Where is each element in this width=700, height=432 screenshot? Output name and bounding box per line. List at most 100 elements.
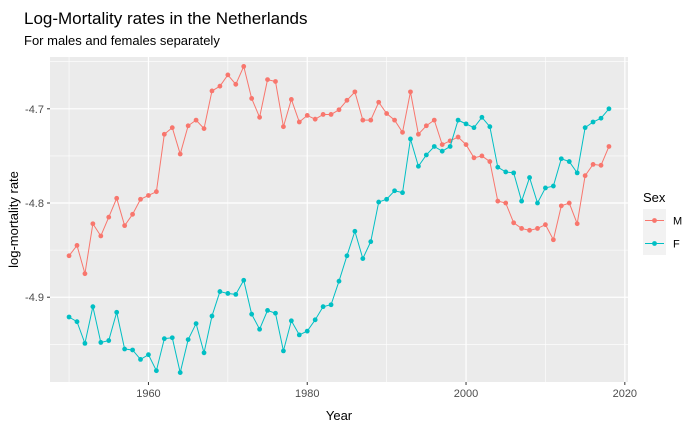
- data-point-M: [201, 126, 207, 131]
- data-point-M: [122, 223, 128, 229]
- data-point-M: [217, 83, 223, 89]
- data-point-M: [336, 107, 342, 113]
- data-point-M: [606, 144, 612, 149]
- data-point-M: [281, 124, 286, 130]
- data-point-F: [296, 332, 302, 338]
- data-point-F: [582, 125, 588, 131]
- data-point-F: [257, 326, 262, 332]
- data-point-M: [312, 116, 318, 122]
- data-point-F: [392, 188, 397, 194]
- data-point-M: [423, 123, 429, 129]
- data-point-F: [288, 318, 294, 324]
- data-point-F: [344, 253, 350, 259]
- data-point-M: [416, 131, 421, 137]
- data-point-F: [328, 302, 334, 308]
- data-point-M: [130, 211, 135, 217]
- data-point-M: [320, 112, 326, 117]
- data-point-M: [257, 114, 262, 120]
- plot-panel: [50, 57, 628, 382]
- data-point-M: [495, 198, 501, 204]
- data-point-M: [431, 117, 437, 123]
- data-point-M: [582, 173, 588, 179]
- data-point-M: [574, 221, 580, 227]
- data-point-F: [574, 170, 580, 176]
- data-point-M: [304, 113, 310, 118]
- data-point-M: [114, 195, 120, 201]
- data-point-M: [265, 77, 270, 83]
- data-point-F: [146, 352, 151, 358]
- data-point-M: [408, 89, 413, 95]
- data-point-F: [233, 291, 239, 297]
- data-point-F: [439, 148, 445, 154]
- data-point-M: [161, 131, 167, 137]
- data-point-F: [90, 304, 96, 310]
- data-point-F: [201, 350, 207, 356]
- data-point-F: [495, 164, 501, 170]
- data-point-M: [169, 125, 175, 131]
- data-point-M: [439, 142, 445, 148]
- data-point-M: [153, 189, 159, 195]
- data-point-F: [114, 309, 120, 315]
- legend-label-F: F: [673, 239, 680, 251]
- data-point-M: [193, 117, 199, 123]
- data-point-M: [296, 119, 302, 125]
- data-point-F: [471, 125, 477, 131]
- data-point-F: [225, 291, 231, 296]
- data-point-F: [566, 159, 572, 164]
- data-point-M: [273, 79, 278, 84]
- data-point-F: [550, 183, 556, 189]
- y-axis-label: log-mortality rate: [6, 171, 21, 268]
- data-point-M: [535, 226, 540, 231]
- data-point-M: [519, 226, 525, 231]
- y-tick-label: -4.7: [25, 104, 44, 116]
- x-tick-label: 2020: [613, 388, 637, 400]
- data-point-F: [384, 196, 390, 202]
- data-point-M: [392, 117, 397, 123]
- data-point-M: [543, 222, 548, 228]
- data-point-F: [130, 347, 135, 353]
- data-point-M: [598, 162, 604, 168]
- data-point-F: [400, 190, 405, 196]
- data-point-F: [177, 370, 183, 375]
- data-point-M: [550, 237, 556, 243]
- data-point-M: [177, 151, 183, 157]
- data-point-F: [455, 117, 461, 123]
- data-point-M: [66, 253, 72, 259]
- data-point-F: [153, 368, 159, 374]
- data-point-M: [106, 214, 112, 220]
- data-point-F: [352, 228, 358, 234]
- data-point-F: [590, 119, 596, 125]
- axes-layer: 1960 1980 2000 2020 -4.9 -4.8 -4.7: [25, 104, 637, 400]
- data-point-M: [400, 129, 405, 135]
- x-tick-label: 1980: [295, 388, 319, 400]
- series-layer: [66, 64, 612, 375]
- data-point-F: [376, 199, 382, 205]
- data-point-M: [376, 99, 382, 105]
- data-point-F: [169, 335, 175, 341]
- data-point-M: [249, 96, 255, 101]
- data-point-M: [471, 155, 477, 161]
- data-point-M: [90, 221, 96, 227]
- data-point-F: [265, 308, 270, 313]
- data-point-F: [281, 348, 286, 354]
- legend-label-M: M: [673, 216, 682, 228]
- x-axis-label: Year: [326, 408, 353, 423]
- data-point-F: [408, 136, 413, 142]
- chart-subtitle: For males and females separately: [24, 33, 220, 48]
- data-point-F: [463, 121, 469, 127]
- data-point-F: [273, 310, 278, 316]
- data-point-M: [487, 159, 493, 164]
- data-point-M: [527, 227, 532, 233]
- chart-title: Log-Mortality rates in the Netherlands: [24, 9, 307, 28]
- data-point-M: [455, 134, 461, 140]
- data-point-M: [368, 117, 374, 123]
- data-point-M: [479, 153, 485, 159]
- data-point-F: [447, 144, 453, 149]
- data-point-F: [122, 346, 128, 352]
- data-point-F: [527, 175, 532, 180]
- data-point-F: [82, 340, 88, 346]
- data-point-F: [558, 156, 564, 162]
- data-point-F: [511, 170, 517, 176]
- data-point-F: [519, 198, 525, 204]
